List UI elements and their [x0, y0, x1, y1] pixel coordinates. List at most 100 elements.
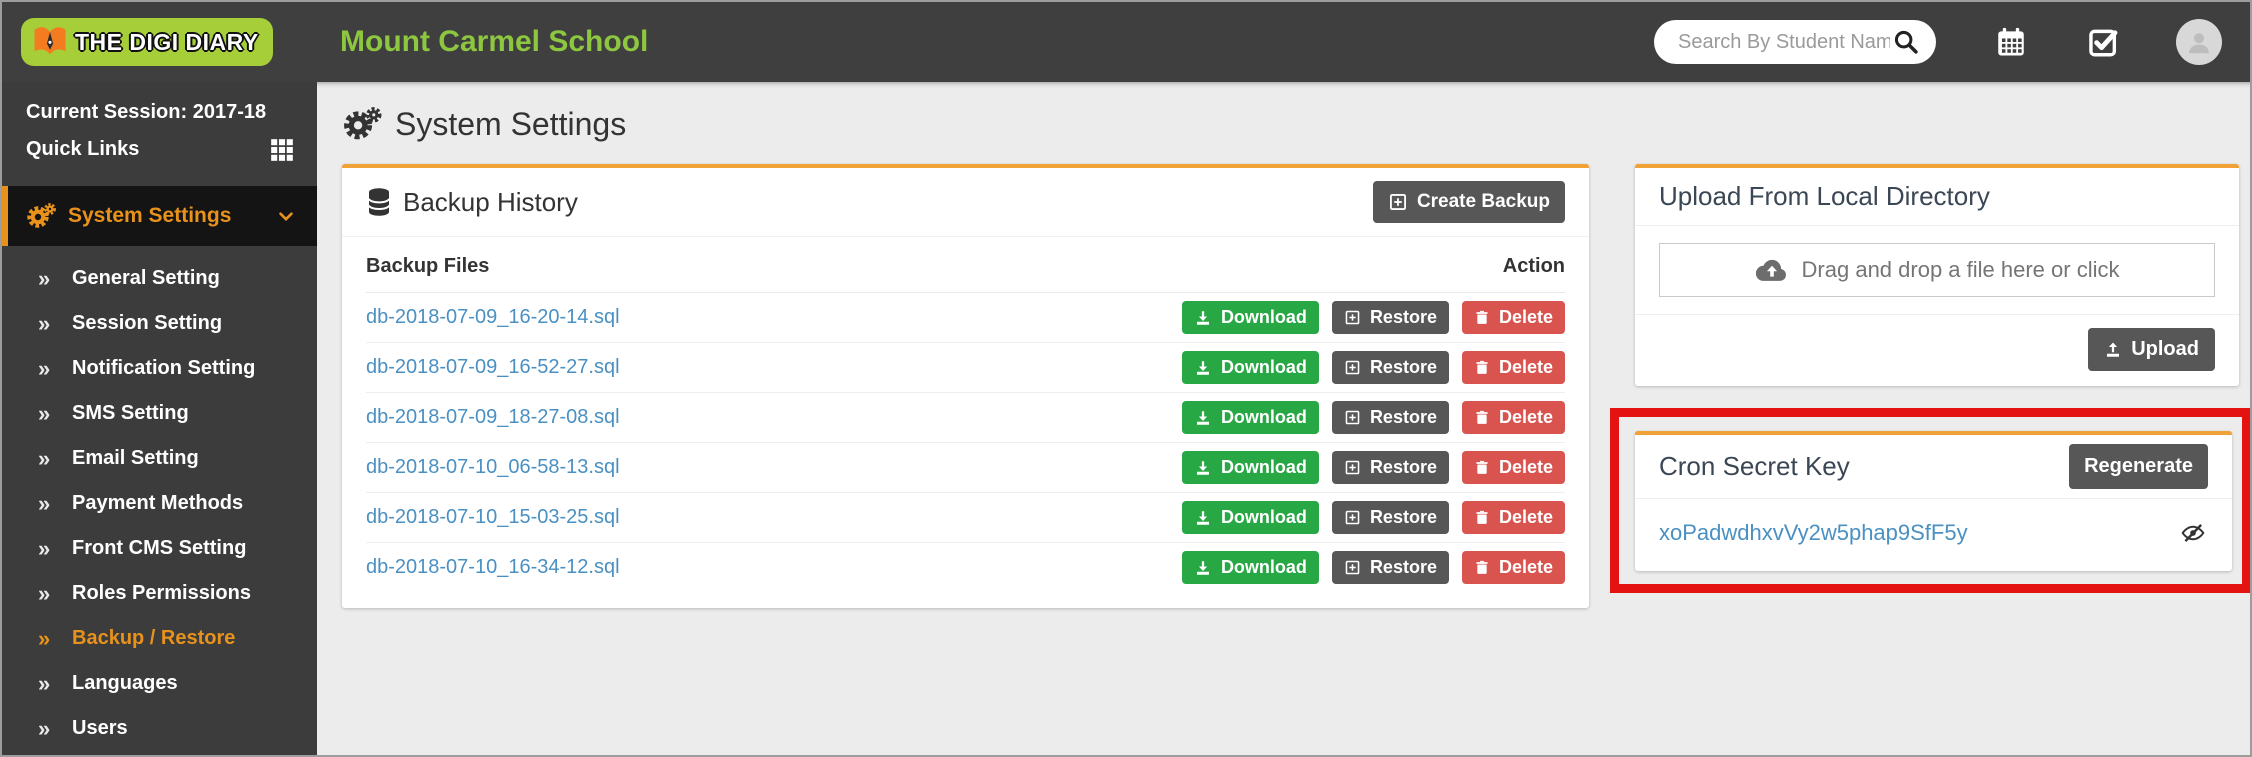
sidebar-item-label: Email Setting [72, 447, 199, 469]
plus-square-icon [1344, 509, 1361, 526]
sidebar-item-languages[interactable]: » Languages [2, 661, 317, 706]
delete-button[interactable]: Delete [1461, 401, 1565, 434]
backup-file-link[interactable]: db-2018-07-09_18-27-08.sql [366, 406, 620, 428]
table-row: db-2018-07-10_16-34-12.sql Download Rest… [366, 543, 1565, 592]
upload-panel-title: Upload From Local Directory [1659, 181, 1990, 211]
sidebar-item-label: Backup / Restore [72, 627, 236, 649]
cron-highlight-annotation: Cron Secret Key Regenerate xoPadwdhxvVy2… [1610, 408, 2250, 593]
download-button[interactable]: Download [1181, 501, 1319, 534]
backup-history-title: Backup History [366, 187, 578, 218]
quick-links-grid-icon[interactable] [269, 137, 295, 163]
delete-button[interactable]: Delete [1461, 501, 1565, 534]
book-pen-logo-icon [31, 25, 69, 59]
delete-button[interactable]: Delete [1461, 301, 1565, 334]
cron-panel-title: Cron Secret Key [1659, 451, 1850, 481]
delete-button[interactable]: Delete [1461, 351, 1565, 384]
restore-button[interactable]: Restore [1331, 351, 1449, 384]
gears-icon [342, 107, 382, 141]
download-button[interactable]: Download [1181, 451, 1319, 484]
school-name: Mount Carmel School [340, 25, 649, 58]
page-title-text: System Settings [395, 105, 627, 142]
sidebar-item-label: Users [72, 717, 128, 739]
sidebar-item-session-setting[interactable]: » Session Setting [2, 301, 317, 346]
system-settings-submenu: » General Setting » Session Setting » No… [2, 246, 317, 755]
current-session-label: Current Session: 2017-18 [26, 101, 267, 123]
trash-icon [1474, 459, 1490, 476]
plus-square-icon [1388, 192, 1408, 212]
sidebar-item-payment-methods[interactable]: » Payment Methods [2, 481, 317, 526]
upload-icon [2104, 341, 2122, 359]
dropzone-text: Drag and drop a file here or click [1801, 257, 2120, 282]
trash-icon [1474, 559, 1490, 576]
sidebar-item-users[interactable]: » Users [2, 706, 317, 751]
column-backup-files: Backup Files [366, 255, 490, 277]
restore-button[interactable]: Restore [1331, 501, 1449, 534]
table-row: db-2018-07-09_16-52-27.sql Download Rest… [366, 343, 1565, 393]
double-chevron-icon: » [38, 580, 51, 606]
restore-button[interactable]: Restore [1331, 301, 1449, 334]
search-input[interactable] [1676, 29, 1892, 55]
cron-secret-key-value[interactable]: xoPadwdhxvVy2w5phap9SfF5y [1659, 520, 1968, 545]
chevron-down-icon [275, 205, 297, 227]
plus-square-icon [1344, 359, 1361, 376]
double-chevron-icon: » [38, 625, 51, 651]
download-icon [1194, 509, 1212, 527]
task-check-icon[interactable] [2086, 25, 2120, 59]
column-action: Action [1502, 255, 1565, 277]
sidebar-item-label: Languages [72, 672, 178, 694]
cron-secret-key-panel: Cron Secret Key Regenerate xoPadwdhxvVy2… [1635, 431, 2232, 571]
app-logo[interactable]: THE DIGI DIARY [21, 18, 273, 66]
regenerate-button[interactable]: Regenerate [2069, 444, 2208, 489]
double-chevron-icon: » [38, 310, 51, 336]
double-chevron-icon: » [38, 535, 51, 561]
sidebar-item-label: Payment Methods [72, 492, 244, 514]
double-chevron-icon: » [38, 355, 51, 381]
download-button[interactable]: Download [1181, 401, 1319, 434]
header-right-tools [1654, 19, 2250, 65]
sidebar-item-modules[interactable]: » Modules [2, 751, 317, 755]
plus-square-icon [1344, 309, 1361, 326]
plus-square-icon [1344, 409, 1361, 426]
restore-button[interactable]: Restore [1331, 451, 1449, 484]
download-icon [1194, 359, 1212, 377]
file-dropzone[interactable]: Drag and drop a file here or click [1659, 243, 2215, 297]
logo-text: THE DIGI DIARY [75, 28, 259, 55]
backup-file-link[interactable]: db-2018-07-10_15-03-25.sql [366, 506, 620, 528]
sidebar-item-general-setting[interactable]: » General Setting [2, 256, 317, 301]
backup-file-link[interactable]: db-2018-07-09_16-52-27.sql [366, 356, 620, 378]
table-row: db-2018-07-10_15-03-25.sql Download Rest… [366, 493, 1565, 543]
sidebar-item-email-setting[interactable]: » Email Setting [2, 436, 317, 481]
double-chevron-icon: » [38, 445, 51, 471]
sidebar: Current Session: 2017-18 Quick Links [2, 82, 317, 755]
sidebar-menu-label: System Settings [68, 204, 232, 227]
sidebar-item-system-settings[interactable]: System Settings [2, 186, 317, 246]
search-icon[interactable] [1892, 28, 1920, 56]
backup-file-link[interactable]: db-2018-07-10_16-34-12.sql [366, 556, 620, 578]
restore-button[interactable]: Restore [1331, 401, 1449, 434]
delete-button[interactable]: Delete [1461, 451, 1565, 484]
table-row: db-2018-07-09_16-20-14.sql Download Rest… [366, 293, 1565, 343]
student-search-box[interactable] [1654, 20, 1936, 64]
sidebar-item-roles-permissions[interactable]: » Roles Permissions [2, 571, 317, 616]
download-button[interactable]: Download [1181, 351, 1319, 384]
database-icon [366, 187, 392, 217]
main-content: System Settings Bac [317, 82, 2250, 755]
download-button[interactable]: Download [1181, 301, 1319, 334]
upload-button[interactable]: Upload [2088, 328, 2215, 371]
backup-file-link[interactable]: db-2018-07-10_06-58-13.sql [366, 456, 620, 478]
backup-files-table: Backup Files Action db-2018-07-09_16-20-… [342, 237, 1589, 608]
calendar-icon[interactable] [1994, 25, 2028, 59]
sidebar-item-notification-setting[interactable]: » Notification Setting [2, 346, 317, 391]
eye-slash-icon[interactable] [2178, 520, 2208, 546]
delete-button[interactable]: Delete [1461, 551, 1565, 584]
backup-file-link[interactable]: db-2018-07-09_16-20-14.sql [366, 306, 620, 328]
sidebar-item-backup-restore[interactable]: » Backup / Restore [2, 616, 317, 661]
user-avatar[interactable] [2176, 19, 2222, 65]
download-button[interactable]: Download [1181, 551, 1319, 584]
sidebar-item-label: Roles Permissions [72, 582, 251, 604]
sidebar-item-sms-setting[interactable]: » SMS Setting [2, 391, 317, 436]
create-backup-button[interactable]: Create Backup [1372, 181, 1565, 223]
sidebar-item-front-cms-setting[interactable]: » Front CMS Setting [2, 526, 317, 571]
restore-button[interactable]: Restore [1331, 551, 1449, 584]
